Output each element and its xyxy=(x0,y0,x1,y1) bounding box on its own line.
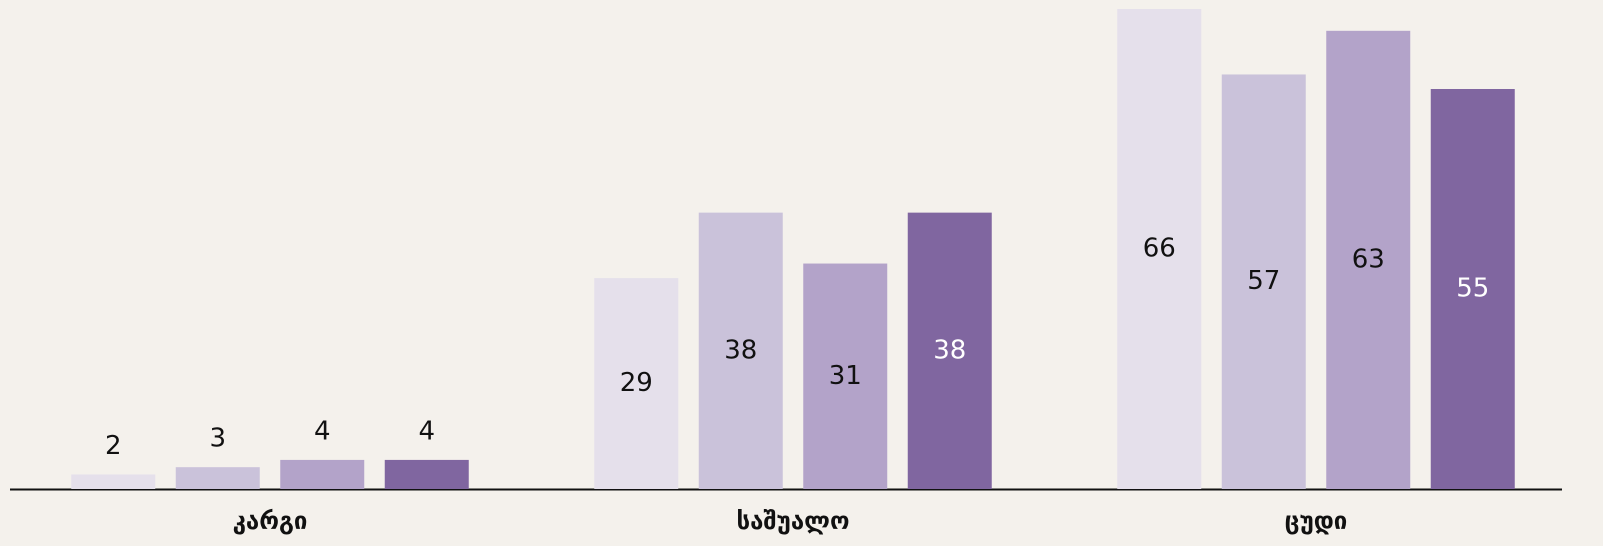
bar xyxy=(384,459,469,489)
value-label: 29 xyxy=(620,368,653,398)
bar xyxy=(1326,30,1411,490)
bar xyxy=(280,459,365,489)
category-label: საშუალო xyxy=(736,507,849,535)
bar xyxy=(803,263,888,489)
bar xyxy=(1221,74,1306,490)
value-label: 4 xyxy=(314,416,331,446)
bar xyxy=(907,212,992,490)
value-label: 55 xyxy=(1456,274,1489,304)
category-label: ცუდი xyxy=(1285,507,1348,535)
value-label: 3 xyxy=(209,424,226,454)
bar xyxy=(1117,9,1202,489)
value-label: 4 xyxy=(418,416,435,446)
value-label: 57 xyxy=(1247,266,1280,296)
value-label: 66 xyxy=(1143,234,1176,264)
value-label: 38 xyxy=(724,335,757,365)
bar xyxy=(71,474,156,489)
value-label: 63 xyxy=(1352,244,1385,274)
value-label: 38 xyxy=(933,335,966,365)
category-label: კარგი xyxy=(233,507,308,535)
bar xyxy=(1430,89,1515,489)
bar xyxy=(594,278,679,489)
value-label: 31 xyxy=(829,361,862,391)
value-label: 2 xyxy=(105,431,122,461)
bar xyxy=(698,212,783,490)
bar xyxy=(175,467,260,489)
